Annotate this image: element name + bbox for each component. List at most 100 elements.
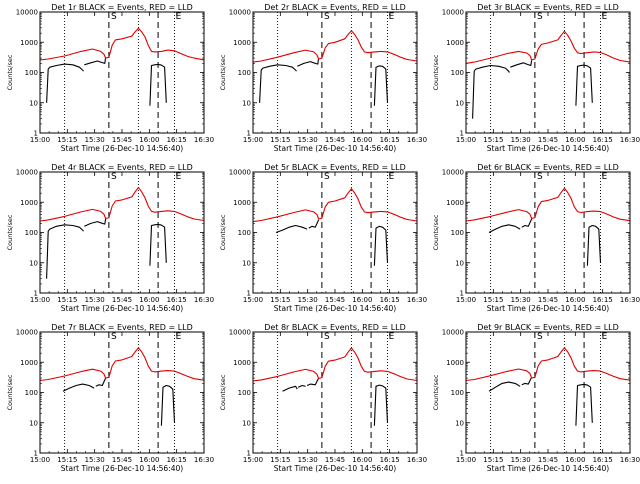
y-tick-label: 1 — [34, 130, 38, 138]
y-tick-label: 10000 — [16, 329, 38, 337]
y-tick-label: 1 — [247, 290, 251, 298]
y-tick-label: 1 — [460, 290, 464, 298]
series-line-events — [488, 224, 521, 233]
plot-frame — [465, 11, 631, 134]
x-tick-label: 16:15 — [167, 296, 187, 304]
x-tick-label: 15:15 — [483, 136, 503, 144]
x-tick-label: 16:15 — [380, 136, 400, 144]
plot-frame — [39, 171, 205, 294]
x-tick-label: 15:00 — [243, 136, 263, 144]
plot-frame — [39, 11, 205, 134]
series-line-events — [275, 224, 308, 234]
y-tick-label: 1000 — [446, 39, 464, 47]
y-tick-label: 100 — [451, 69, 464, 77]
y-tick-label: 1000 — [233, 39, 251, 47]
y-tick-label: 100 — [238, 69, 251, 77]
x-tick-label: 16:30 — [407, 456, 427, 464]
y-tick-label: 100 — [238, 229, 251, 237]
x-tick-label: 15:00 — [456, 456, 476, 464]
y-tick-label: 10 — [455, 419, 464, 427]
x-axis-label: Start Time (26-Dec-10 14:56:40) — [274, 464, 396, 473]
y-tick-label: 10 — [242, 419, 251, 427]
y-tick-label: 10000 — [16, 169, 38, 177]
y-tick-label: 10 — [455, 259, 464, 267]
y-axis-label: Counts/sec — [219, 54, 227, 90]
x-axis-label: Start Time (26-Dec-10 14:56:40) — [61, 144, 183, 153]
x-tick-label: 15:15 — [483, 296, 503, 304]
y-tick-label: 1 — [460, 130, 464, 138]
series-line-events — [46, 224, 84, 279]
plot-frame — [252, 331, 418, 454]
y-tick-label: 10000 — [442, 169, 464, 177]
x-tick-label: 16:15 — [167, 136, 187, 144]
series-line-lld — [39, 347, 205, 382]
start-marker-label: S — [111, 332, 117, 342]
x-tick-label: 16:15 — [593, 296, 613, 304]
panel-title: Det 7r BLACK = Events, RED = LLD — [51, 323, 193, 332]
panel-title: Det 5r BLACK = Events, RED = LLD — [264, 163, 406, 172]
y-tick-label: 10000 — [442, 9, 464, 17]
panel-title: Det 3r BLACK = Events, RED = LLD — [477, 3, 619, 12]
start-marker-label: S — [537, 172, 543, 182]
y-tick-label: 10 — [242, 99, 251, 107]
y-tick-label: 1000 — [20, 199, 38, 207]
x-axis-label: Start Time (26-Dec-10 14:56:40) — [274, 304, 396, 313]
y-tick-label: 1000 — [20, 39, 38, 47]
end-marker-label: E — [389, 172, 395, 182]
y-tick-label: 1 — [247, 130, 251, 138]
panel-title: Det 6r BLACK = Events, RED = LLD — [477, 163, 619, 172]
x-tick-label: 15:30 — [85, 456, 105, 464]
series-line-events — [308, 219, 320, 229]
y-tick-label: 1000 — [233, 199, 251, 207]
x-tick-label: 15:45 — [538, 136, 558, 144]
x-tick-label: 15:45 — [325, 136, 345, 144]
series-line-events — [521, 376, 533, 386]
detector-panel: Det 6r BLACK = Events, RED = LLD Counts/s… — [432, 163, 640, 313]
x-tick-label: 15:00 — [243, 456, 263, 464]
x-tick-label: 15:30 — [511, 136, 531, 144]
y-tick-label: 10 — [29, 419, 38, 427]
x-tick-label: 15:00 — [456, 296, 476, 304]
series-line-events — [373, 65, 389, 106]
x-tick-label: 15:15 — [270, 296, 290, 304]
x-tick-label: 15:15 — [57, 456, 77, 464]
start-marker-label: S — [324, 12, 330, 22]
panel-title: Det 9r BLACK = Events, RED = LLD — [477, 323, 619, 332]
x-tick-label: 15:30 — [511, 456, 531, 464]
series-line-events — [282, 385, 298, 392]
x-axis-label: Start Time (26-Dec-10 14:56:40) — [487, 144, 609, 153]
y-tick-label: 1000 — [446, 199, 464, 207]
y-tick-label: 10000 — [229, 9, 251, 17]
start-marker-label: S — [111, 172, 117, 182]
x-tick-label: 15:15 — [57, 136, 77, 144]
x-tick-label: 16:30 — [620, 136, 640, 144]
x-tick-label: 16:00 — [352, 296, 372, 304]
series-line-lld — [252, 30, 418, 63]
detector-panel: Det 5r BLACK = Events, RED = LLD Counts/s… — [219, 163, 427, 313]
x-tick-label: 16:30 — [620, 296, 640, 304]
x-axis-label: Start Time (26-Dec-10 14:56:40) — [61, 304, 183, 313]
x-tick-label: 15:00 — [30, 296, 50, 304]
x-tick-label: 15:15 — [270, 136, 290, 144]
y-tick-label: 10000 — [229, 169, 251, 177]
end-marker-label: E — [176, 332, 182, 342]
end-marker-label: E — [389, 332, 395, 342]
y-axis-label: Counts/sec — [6, 54, 14, 90]
series-line-events — [297, 58, 320, 67]
y-tick-label: 1 — [460, 450, 464, 458]
start-marker-label: S — [537, 12, 543, 22]
y-tick-label: 1000 — [446, 359, 464, 367]
x-axis-label: Start Time (26-Dec-10 14:56:40) — [487, 304, 609, 313]
end-marker-label: E — [176, 12, 182, 22]
panel-title: Det 2r BLACK = Events, RED = LLD — [264, 3, 406, 12]
x-tick-label: 15:00 — [30, 456, 50, 464]
x-tick-label: 16:15 — [380, 456, 400, 464]
detector-panel: Det 9r BLACK = Events, RED = LLD Counts/s… — [432, 323, 640, 473]
series-line-lld — [252, 347, 418, 382]
y-axis-label: Counts/sec — [6, 374, 14, 410]
x-tick-label: 15:30 — [298, 136, 318, 144]
x-tick-label: 15:45 — [325, 456, 345, 464]
plot-frame — [252, 171, 418, 294]
series-line-lld — [465, 30, 631, 64]
y-axis-label: Counts/sec — [432, 374, 440, 410]
